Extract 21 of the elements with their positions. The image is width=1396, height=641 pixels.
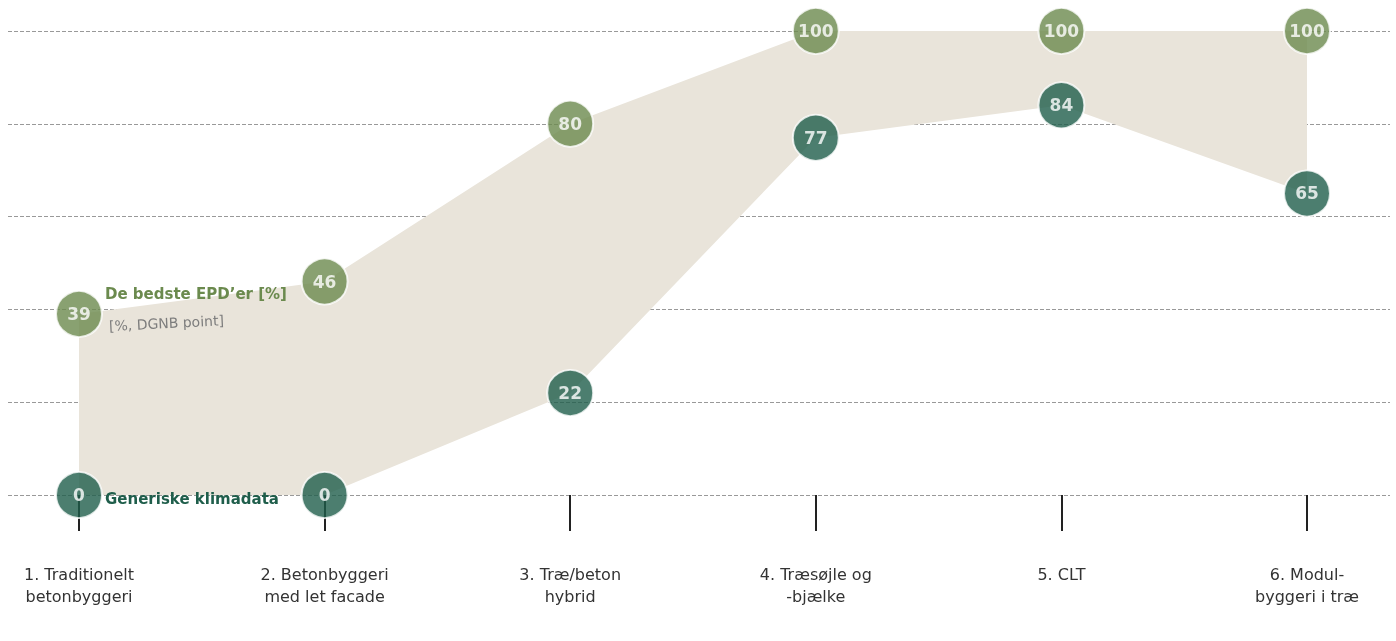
data-label: 84 xyxy=(1049,95,1074,116)
data-label: 77 xyxy=(803,127,828,148)
data-label: 39 xyxy=(67,304,91,325)
data-label: 65 xyxy=(1295,183,1319,204)
x-tick-label: 3. Træ/beton hybrid xyxy=(519,564,622,606)
x-tick-label: 2. Betonbyggeri med let facade xyxy=(260,564,389,606)
series-label: De bedste EPD’er [%] xyxy=(105,285,287,304)
x-tick-label: 4. Træsøjle og -bjælke xyxy=(759,564,872,606)
x-tick-label: 1. Traditionelt betonbyggeri xyxy=(24,564,134,606)
x-tick-label: 6. Modul- byggeri i træ xyxy=(1255,564,1359,606)
data-label: 22 xyxy=(558,382,583,403)
series-label: Generiske klimadata xyxy=(105,490,279,508)
data-label: 100 xyxy=(798,21,834,41)
x-tick-label: 5. CLT xyxy=(1037,564,1086,584)
data-label: 100 xyxy=(1043,21,1080,41)
annotation: [%, DGNB point] xyxy=(108,312,225,335)
data-label: 100 xyxy=(1289,21,1325,41)
data-label: 0 xyxy=(73,485,86,505)
data-label: 46 xyxy=(312,271,337,292)
data-label: 0 xyxy=(318,485,331,505)
data-label: 80 xyxy=(558,113,583,134)
